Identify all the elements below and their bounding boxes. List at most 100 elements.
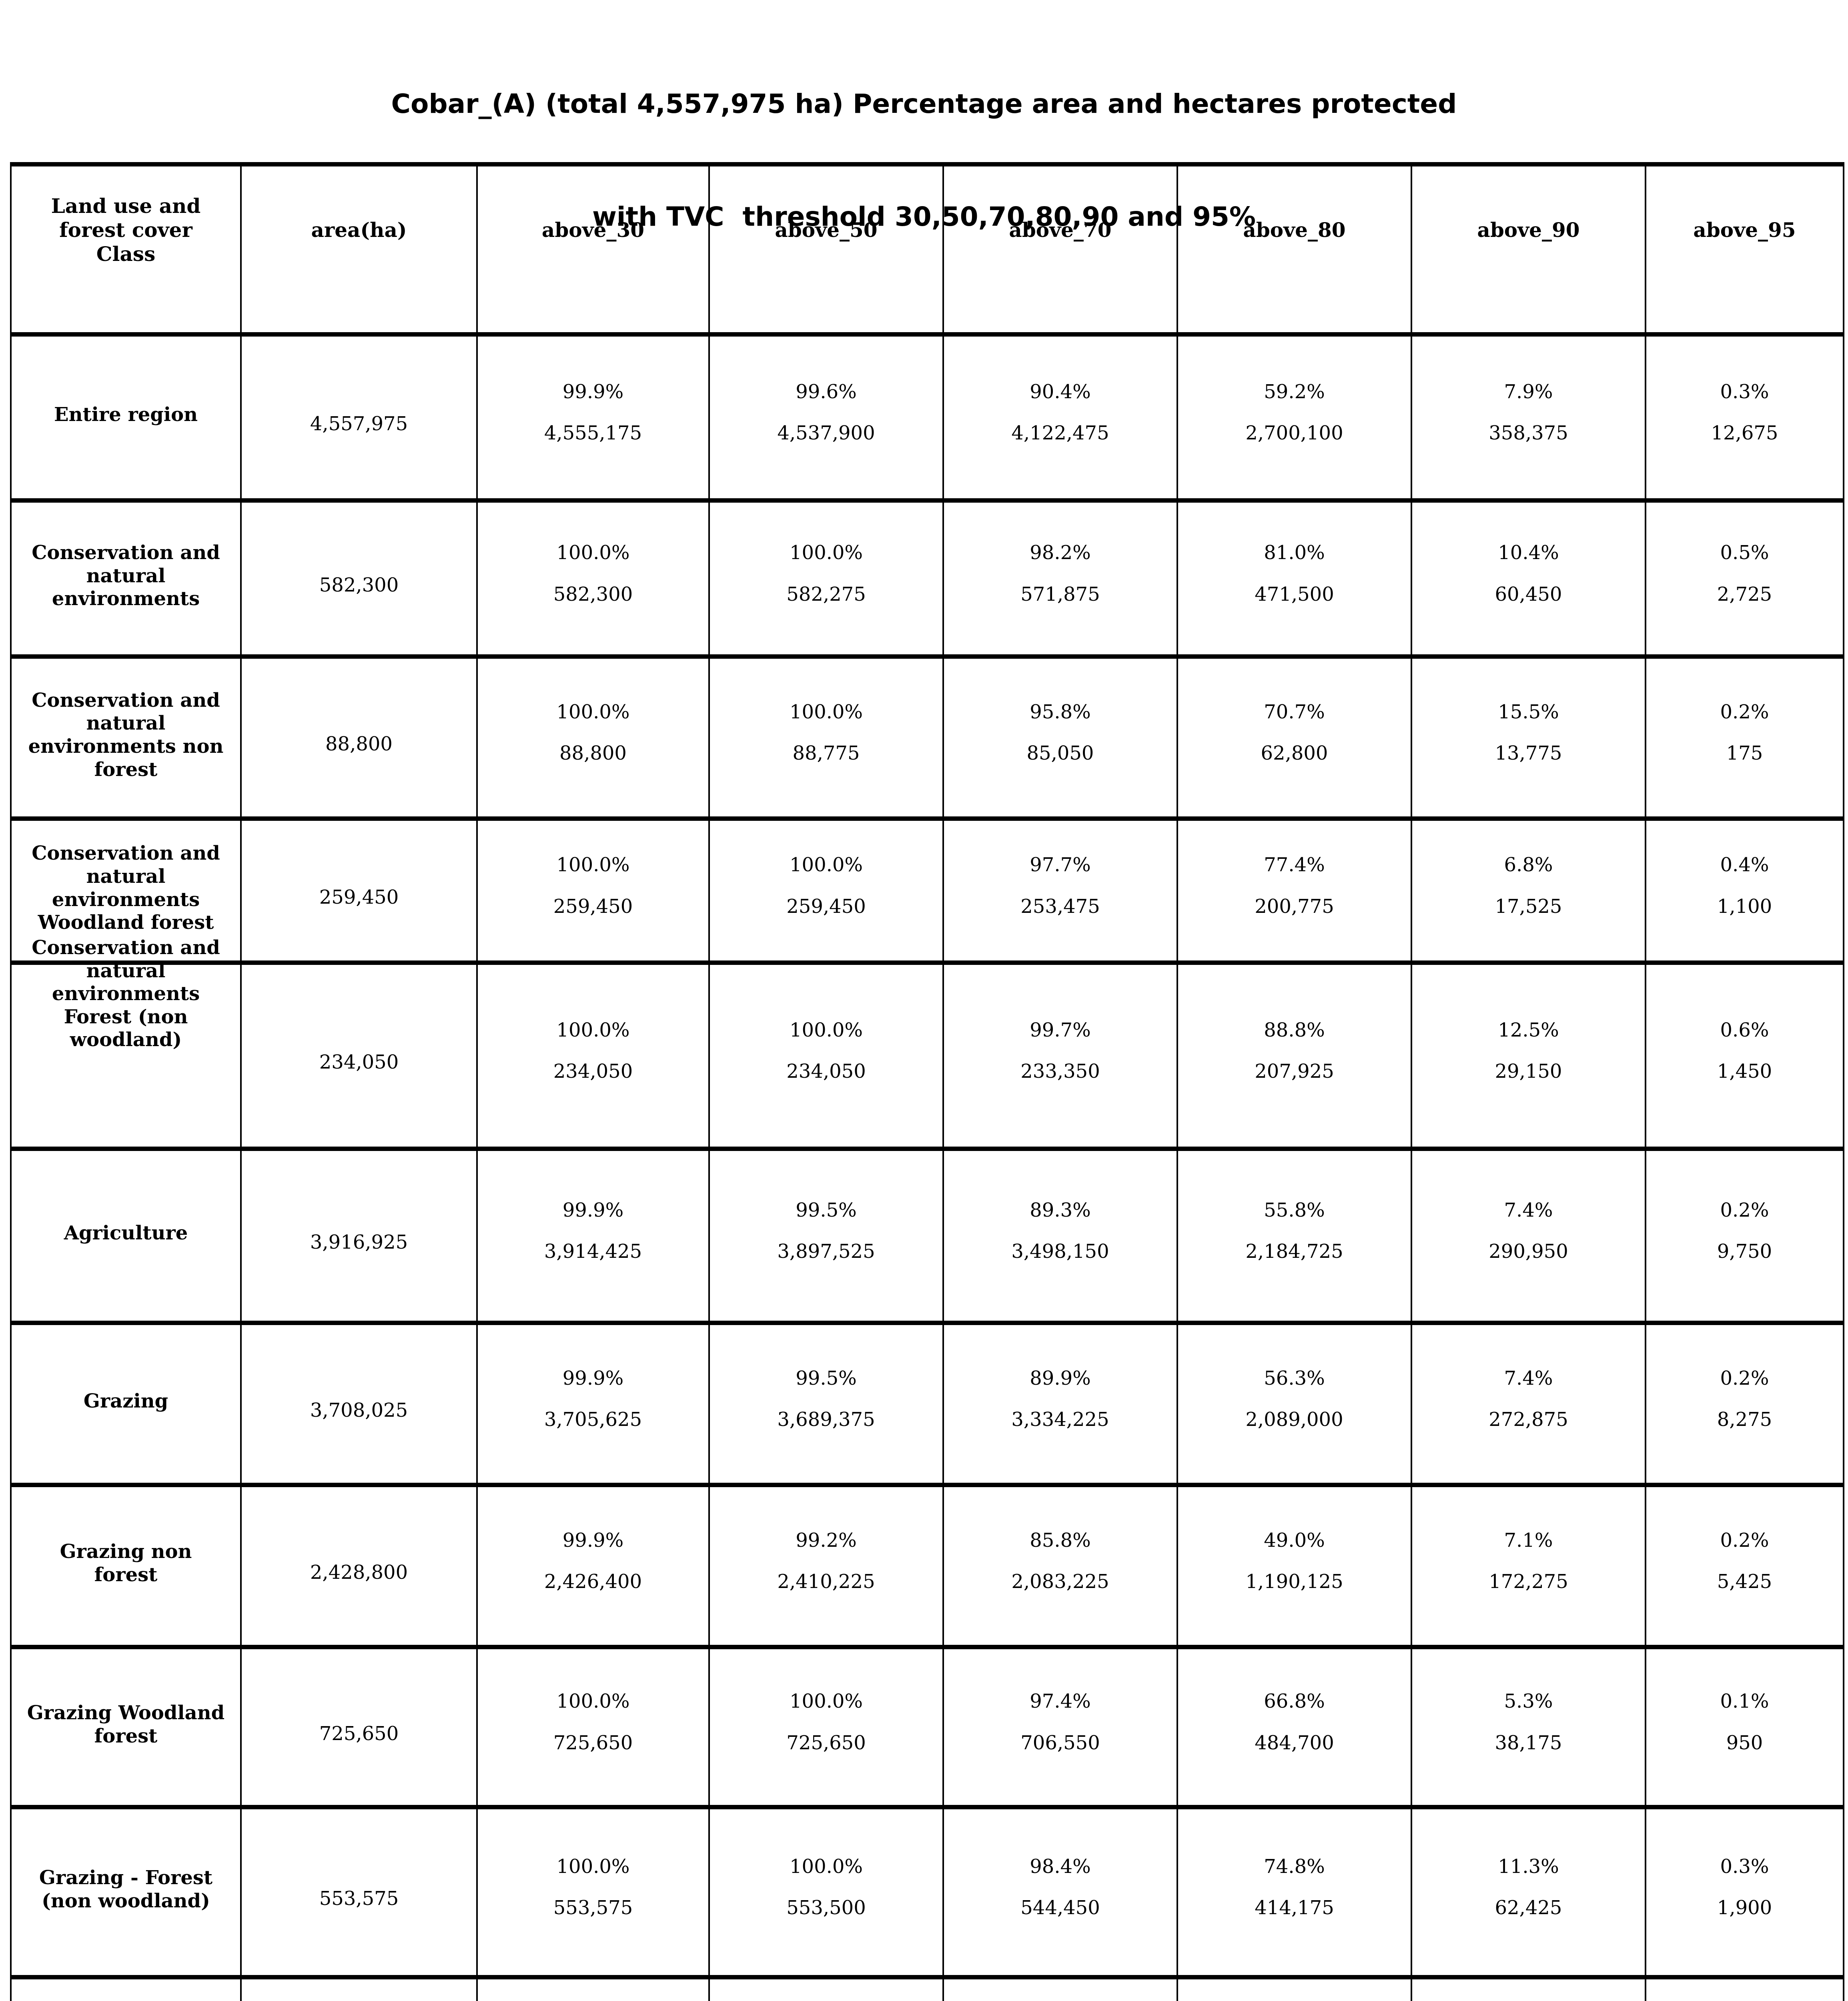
table-row: Grazing 3,708,025 99.9% 3,705,625 99.5% 3,689…: [10, 1323, 1844, 1485]
hectares-value: 5,425: [1717, 1570, 1772, 1593]
class-label: Grazing - Forest (non woodland): [39, 1867, 213, 1912]
percent-value: 74.8%: [1264, 1855, 1325, 1878]
hectares-value: 234,050: [553, 1060, 633, 1083]
hectares-value: 12,675: [1711, 422, 1778, 444]
area-value: 2,428,800: [310, 1561, 408, 1584]
table-row: Conservation and natural environments Wo…: [10, 818, 1844, 963]
pct-ha-cell: 6.8% 17,525: [1411, 818, 1646, 963]
pct-ha-cell: 0.4% 1,100: [1645, 818, 1844, 963]
col-header-above_90: above_90: [1411, 164, 1646, 335]
col-header-above_80: above_80: [1177, 164, 1411, 335]
hectares-value: 29,150: [1495, 1060, 1562, 1083]
pct-ha-cell: 7.9% 358,375: [1411, 334, 1646, 501]
percent-value: 99.7%: [1030, 1019, 1091, 1041]
hectares-value: 2,725: [1717, 583, 1772, 606]
class-cell: Conservation and natural environments: [10, 500, 241, 657]
pct-ha-cell: 97.7% 253,475: [942, 818, 1177, 963]
pct-ha-cell: 90.4% 4,122,475: [942, 334, 1177, 501]
hectares-value: 553,575: [553, 1897, 633, 1919]
hectares-value: 3,914,425: [544, 1240, 642, 1263]
hectares-value: 1,900: [1717, 1897, 1772, 1919]
area-cell: 3,708,025: [240, 1323, 477, 1485]
pct-ha-cell: 99.2% 2,410,225: [708, 1485, 943, 1647]
percent-value: 7.4%: [1504, 1199, 1553, 1221]
percent-value: 89.9%: [1030, 1367, 1091, 1389]
pct-ha-cell: 49.0% 1,190,125: [1177, 1485, 1411, 1647]
percent-value: 56.3%: [1264, 1367, 1325, 1389]
percent-value: 15.5%: [1498, 700, 1559, 723]
pct-ha-cell: 66.8% 484,700: [1177, 1647, 1411, 1807]
percent-value: 99.5%: [796, 1199, 857, 1221]
area-cell: 3,916,925: [240, 1149, 477, 1323]
class-cell: Cropping: [10, 1977, 241, 2001]
pct-ha-cell: 0.6% 1,450: [1645, 962, 1844, 1149]
area-value: 88,800: [325, 733, 393, 755]
table-body: Entire region 4,557,975 99.9% 4,555,175 99.6…: [10, 334, 1844, 2001]
pct-ha-cell: 98.2% 571,875: [942, 500, 1177, 657]
hectares-value: 62,425: [1495, 1897, 1562, 1919]
percent-value: 0.6%: [1720, 1019, 1769, 1041]
pct-ha-cell: 0.2% 5,425: [1645, 1485, 1844, 1647]
percent-value: 77.4%: [1264, 854, 1325, 876]
area-cell: 88,800: [240, 656, 477, 819]
pct-ha-cell: 89.3% 3,498,150: [942, 1149, 1177, 1323]
col-header-above_30: above_30: [476, 164, 709, 335]
table-header: Land use and forest cover Class area(ha) a…: [10, 164, 1844, 335]
class-label: Conservation and natural environments no…: [28, 689, 224, 781]
pct-ha-cell: 97.4% 706,550: [942, 1647, 1177, 1807]
hectares-value: 2,426,400: [544, 1570, 642, 1593]
pct-ha-cell: 55.8% 2,184,725: [1177, 1149, 1411, 1323]
area-value: 553,575: [319, 1887, 399, 1910]
hectares-value: 259,450: [786, 895, 866, 918]
hectares-value: 725,650: [786, 1731, 866, 1754]
percent-value: 11.3%: [1498, 1855, 1559, 1878]
pct-ha-cell: 100.0% 725,650: [476, 1647, 709, 1807]
hectares-value: 2,700,100: [1245, 422, 1343, 444]
col-header-class: Land use and forest cover Class: [10, 164, 241, 335]
pct-ha-cell: 0.2% 8,275: [1645, 1323, 1844, 1485]
page-title-line1: Cobar_(A) (total 4,557,975 ha) Percentag…: [391, 88, 1457, 120]
area-cell: 582,300: [240, 500, 477, 657]
percent-value: 0.2%: [1720, 1529, 1769, 1552]
pct-ha-cell: 100.0% 259,450: [708, 818, 943, 963]
hectares-value: 62,800: [1261, 742, 1328, 764]
percent-value: 95.8%: [1030, 700, 1091, 723]
class-label: Agriculture: [64, 1222, 188, 1245]
class-label: Conservation and natural environments Fo…: [32, 936, 220, 1051]
hectares-value: 4,122,475: [1011, 422, 1109, 444]
pct-ha-cell: 74.8% 414,175: [1177, 1807, 1411, 1977]
hectares-value: 2,089,000: [1245, 1408, 1343, 1431]
percent-value: 100.0%: [556, 1019, 630, 1041]
hectares-value: 3,897,525: [777, 1240, 875, 1263]
percent-value: 99.9%: [562, 1199, 624, 1221]
percent-value: 99.2%: [796, 1529, 857, 1552]
table-row: Conservation and natural environments no…: [10, 656, 1844, 819]
pct-ha-cell: 98.4% 544,450: [942, 1807, 1177, 1977]
hectares-value: 38,175: [1495, 1731, 1562, 1754]
pct-ha-cell: 99.5% 3,689,375: [708, 1323, 943, 1485]
pct-ha-cell: 12.5% 29,150: [1411, 962, 1646, 1149]
table-row: Conservation and natural environments 582…: [10, 500, 1844, 657]
hectares-value: 9,750: [1717, 1240, 1772, 1263]
class-label: Conservation and natural environments: [32, 541, 220, 610]
table-row: Grazing - Forest (non woodland) 553,575 10…: [10, 1807, 1844, 1977]
hectares-value: 17,525: [1495, 895, 1562, 918]
class-cell: Grazing: [10, 1323, 241, 1485]
hectares-value: 553,500: [786, 1897, 866, 1919]
percent-value: 100.0%: [789, 1690, 863, 1713]
area-value: 3,708,025: [310, 1399, 408, 1422]
percent-value: 0.3%: [1720, 1855, 1769, 1878]
land-use-table: Land use and forest cover Class area(ha) a…: [10, 162, 1844, 2001]
percent-value: 0.2%: [1720, 1199, 1769, 1221]
class-label: Grazing non forest: [60, 1540, 192, 1586]
area-value: 582,300: [319, 573, 399, 596]
percent-value: 100.0%: [556, 854, 630, 876]
pct-ha-cell: 88.8% 207,925: [1177, 962, 1411, 1149]
percent-value: 0.4%: [1720, 854, 1769, 876]
percent-value: 100.0%: [789, 700, 863, 723]
pct-ha-cell: 99.9% 3,914,425: [476, 1149, 709, 1323]
percent-value: 100.0%: [556, 1690, 630, 1713]
table-row: Entire region 4,557,975 99.9% 4,555,175 99.6…: [10, 334, 1844, 501]
percent-value: 99.9%: [562, 1367, 624, 1389]
